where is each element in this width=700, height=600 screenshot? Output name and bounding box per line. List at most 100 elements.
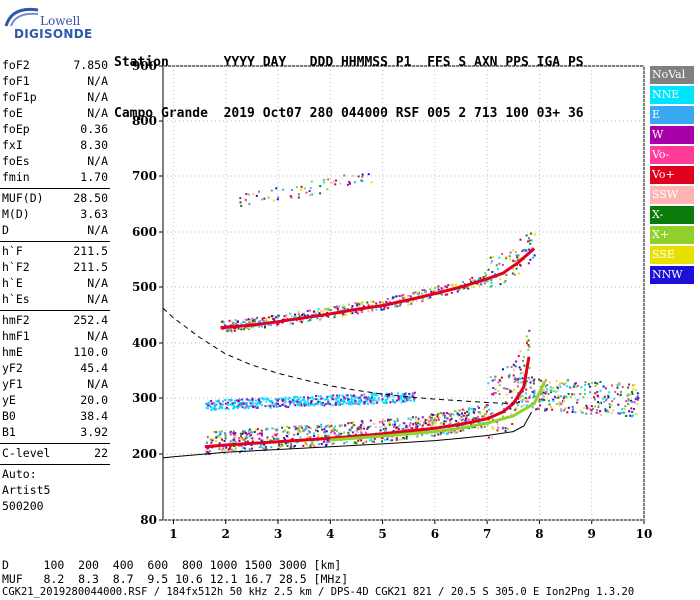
echo-point: [362, 305, 365, 308]
echo-point: [393, 296, 396, 299]
echo-point: [557, 389, 560, 392]
echo-point: [565, 385, 568, 388]
echo-point: [278, 397, 281, 400]
echo-point: [513, 273, 516, 276]
echo-point: [514, 259, 517, 262]
echo-point: [310, 317, 313, 320]
echo-point: [580, 386, 583, 389]
echo-point: [617, 412, 619, 415]
echo-point: [233, 445, 236, 447]
echo-point: [341, 312, 344, 315]
echo-point: [415, 299, 418, 302]
echo-point: [628, 410, 631, 413]
echo-point: [508, 255, 511, 258]
echo-point: [244, 326, 247, 329]
echo-point: [307, 436, 310, 439]
echo-point: [307, 429, 310, 432]
echo-point: [427, 297, 430, 300]
echo-point: [323, 307, 326, 310]
echo-point: [461, 412, 463, 415]
echo-point: [592, 407, 595, 410]
echo-point: [632, 384, 634, 387]
echo-point: [447, 431, 450, 434]
echo-point: [259, 320, 262, 323]
echo-point: [597, 401, 600, 404]
echo-trace: [330, 380, 547, 442]
echo-point: [276, 198, 279, 201]
footer-muf-row: MUF 8.2 8.3 8.7 9.5 10.6 12.1 16.7 28.5 …: [2, 572, 349, 586]
echo-point: [395, 426, 398, 429]
param-value: 3.63: [80, 207, 108, 221]
echo-point: [510, 396, 513, 399]
echo-point: [324, 426, 327, 429]
echo-point: [350, 394, 353, 397]
echo-point: [248, 321, 251, 324]
echo-point: [379, 301, 382, 304]
echo-point: [581, 411, 584, 414]
echo-point: [252, 402, 254, 405]
echo-point: [367, 396, 370, 398]
echo-point: [296, 400, 299, 403]
echo-trace: [220, 247, 536, 330]
echo-point: [333, 180, 335, 183]
echo-point: [242, 402, 245, 405]
echo-point: [350, 395, 353, 398]
echo-point: [479, 412, 482, 415]
echo-point: [491, 271, 494, 273]
echo-point: [487, 436, 490, 439]
param-value: N/A: [87, 329, 108, 343]
echo-point: [327, 307, 329, 310]
logo-swoosh-icon: [4, 7, 39, 27]
echo-point: [433, 418, 436, 421]
echo-point: [370, 439, 373, 442]
echo-point: [259, 432, 261, 435]
echo-point: [336, 305, 338, 308]
echo-point: [460, 419, 463, 422]
legend-item: SSE: [650, 246, 694, 264]
echo-point: [353, 181, 356, 184]
echo-point: [251, 440, 254, 443]
echo-point: [527, 240, 529, 243]
echo-point: [319, 395, 322, 398]
echo-point: [303, 404, 306, 407]
echo-point: [521, 394, 524, 397]
echo-point: [515, 407, 518, 410]
echo-point: [330, 181, 333, 184]
echo-point: [316, 310, 319, 313]
echo-point: [491, 379, 494, 382]
echo-point: [522, 359, 524, 362]
echo-point: [427, 423, 430, 426]
echo-point: [285, 442, 288, 445]
echo-point: [320, 425, 323, 428]
legend-item: SSW: [650, 186, 694, 204]
echo-point: [375, 392, 377, 395]
echo-point: [360, 311, 363, 314]
echo-point: [239, 201, 242, 204]
echo-point: [299, 425, 302, 428]
echo-point: [427, 420, 430, 423]
echo-point: [345, 402, 348, 405]
param-label: yE: [2, 393, 16, 407]
echo-point: [607, 396, 610, 399]
echo-point: [397, 392, 400, 395]
echo-point: [363, 393, 366, 396]
echo-point: [284, 401, 287, 404]
echo-point: [399, 295, 402, 298]
echo-point: [270, 446, 273, 449]
echo-point: [529, 242, 532, 245]
echo-point: [528, 248, 531, 251]
echo-point: [306, 425, 309, 428]
echo-point: [511, 272, 514, 275]
echo-point: [245, 318, 248, 321]
echo-point: [361, 301, 364, 304]
echo-point: [560, 408, 563, 410]
echo-point: [455, 283, 457, 286]
echo-point: [596, 409, 599, 411]
echo-point: [319, 401, 322, 404]
echo-point: [450, 431, 453, 434]
echo-point: [417, 422, 420, 425]
echo-point: [459, 430, 462, 432]
echo-point: [465, 414, 468, 417]
echo-point: [234, 327, 237, 330]
echo-point: [396, 399, 398, 402]
